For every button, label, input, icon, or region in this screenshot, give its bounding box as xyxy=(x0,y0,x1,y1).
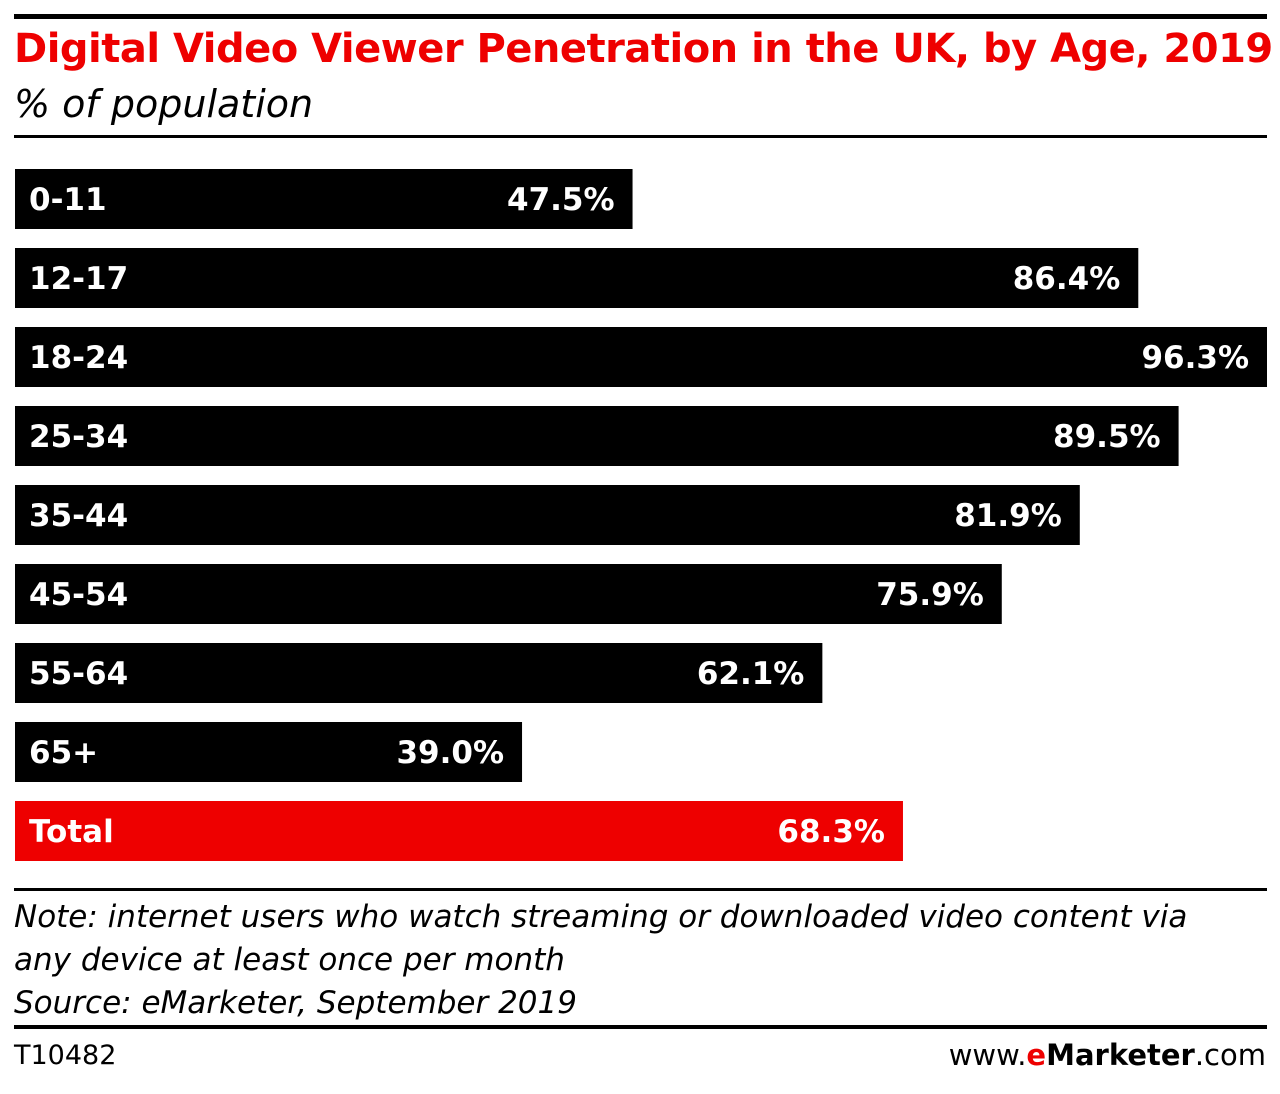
brand-suffix: .com xyxy=(1194,1038,1266,1072)
value-label-0-11: 47.5% xyxy=(507,182,615,218)
bar-12-17 xyxy=(15,248,1139,308)
note-line-1: Note: internet users who watch streaming… xyxy=(14,899,1188,935)
category-label-total: Total xyxy=(29,814,114,850)
bar-55-64 xyxy=(15,643,823,703)
note-line-2: any device at least once per month xyxy=(14,942,565,978)
bar-total xyxy=(15,801,903,861)
top-rule xyxy=(14,14,1267,19)
value-label-18-24: 96.3% xyxy=(1141,340,1249,376)
chart-title: Digital Video Viewer Penetration in the … xyxy=(14,26,1273,72)
category-label-45-54: 45-54 xyxy=(29,577,128,613)
value-label-55-64: 62.1% xyxy=(697,656,805,692)
chart-subtitle: % of population xyxy=(14,82,314,126)
category-label-0-11: 0-11 xyxy=(29,182,107,218)
category-label-35-44: 35-44 xyxy=(29,498,128,534)
bar-chart: 0-11 47.5% 12-17 86.4% 18-24 96.3% 25-34 89.5% 3… xyxy=(15,169,1267,861)
footer-rule xyxy=(14,1025,1267,1029)
category-label-25-34: 25-34 xyxy=(29,419,128,455)
category-label-12-17: 12-17 xyxy=(29,261,128,297)
bar-25-34 xyxy=(15,406,1179,466)
source-line: Source: eMarketer, September 2019 xyxy=(14,985,577,1021)
brand-e: e xyxy=(1026,1038,1047,1072)
category-label-65-: 65+ xyxy=(29,735,98,771)
brand-name: Marketer xyxy=(1046,1038,1195,1072)
note-rule xyxy=(14,888,1267,891)
chart-note: Note: internet users who watch streaming… xyxy=(14,896,1264,1025)
value-label-total: 68.3% xyxy=(777,814,885,850)
bar-0-11 xyxy=(15,169,633,229)
chart-id: T10482 xyxy=(14,1040,117,1071)
value-label-12-17: 86.4% xyxy=(1013,261,1121,297)
header-rule xyxy=(14,135,1267,138)
bar-45-54 xyxy=(15,564,1002,624)
brand-logo[interactable]: www.eMarketer.com xyxy=(949,1038,1266,1072)
category-label-55-64: 55-64 xyxy=(29,656,128,692)
category-label-18-24: 18-24 xyxy=(29,340,128,376)
value-label-65-: 39.0% xyxy=(396,735,504,771)
value-label-25-34: 89.5% xyxy=(1053,419,1161,455)
bar-35-44 xyxy=(15,485,1080,545)
bar-18-24 xyxy=(15,327,1267,387)
value-label-35-44: 81.9% xyxy=(954,498,1062,534)
bar-65- xyxy=(15,722,523,782)
value-label-45-54: 75.9% xyxy=(876,577,984,613)
brand-prefix: www. xyxy=(948,1038,1027,1072)
